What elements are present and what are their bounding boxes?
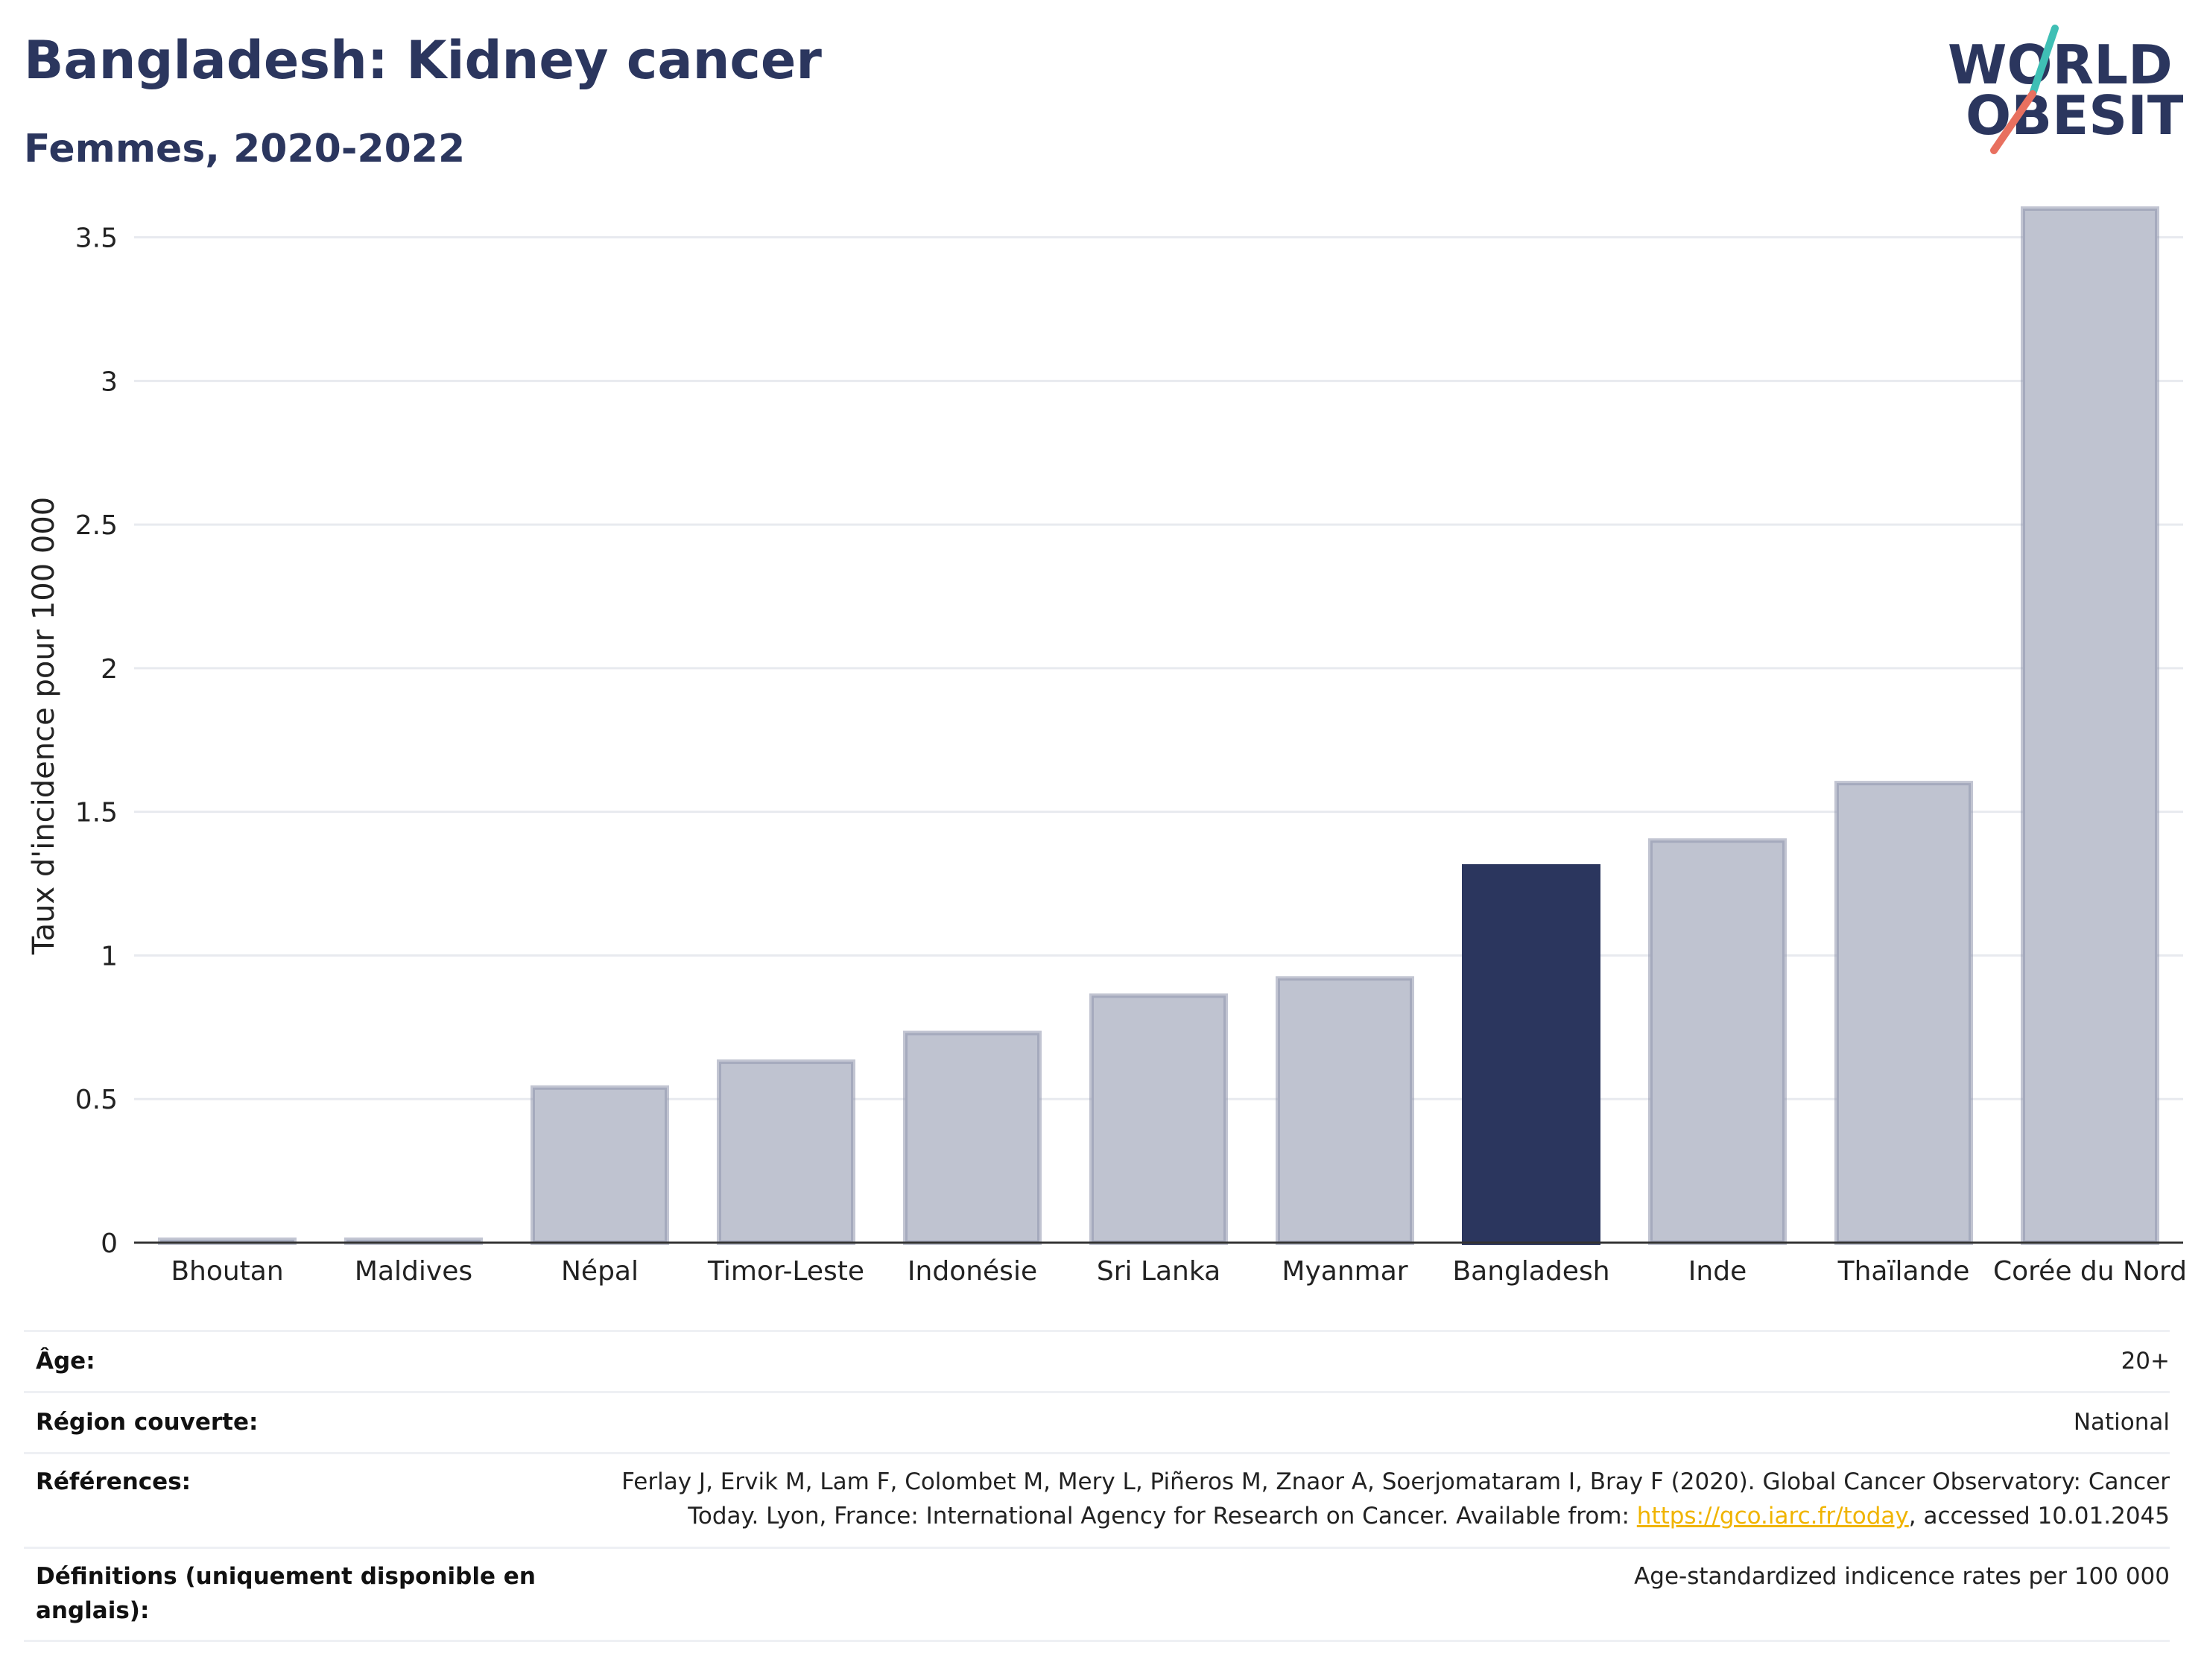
logo-slash-coral (1990, 90, 2036, 154)
bar-chart: 0 0.5 1 1.5 2 2.5 3 3.5 Bhoutan Maldives Népal Tim… (27, 206, 2187, 1287)
meta-value-age: 20+ (2121, 1348, 2170, 1375)
bar-tha-lande[interactable] (1834, 781, 1973, 1245)
bar-bangladesh[interactable] (1462, 863, 1600, 1246)
metadata-table: Âge: 20+ Région couverte: National Référ… (24, 1330, 2170, 1643)
x-tick-label: Sri Lanka (1097, 1256, 1220, 1287)
meta-label-definitions: Définitions (uniquement disponible en an… (36, 1563, 536, 1624)
y-tick-label: 2 (101, 654, 118, 685)
meta-label-references: Références: (36, 1468, 191, 1495)
reference-text-pre: Today. Lyon, France: International Agenc… (688, 1503, 1637, 1530)
meta-value-references: Ferlay J, Ervik M, Lam F, Colombet M, Me… (568, 1465, 2170, 1533)
y-tick-label: 2.5 (75, 510, 118, 541)
y-tick-label: 1 (101, 941, 118, 971)
meta-bottom-border (24, 1640, 2170, 1642)
x-tick-label: Timor-Leste (707, 1256, 864, 1287)
bar-indon-sie[interactable] (903, 1030, 1042, 1245)
meta-row-references: Références: Ferlay J, Ervik M, Lam F, Co… (24, 1452, 2170, 1547)
x-tick-label: Indonésie (908, 1256, 1037, 1287)
reference-line-2: Today. Lyon, France: International Agenc… (568, 1499, 2170, 1533)
x-tick-label: Maldives (355, 1256, 472, 1287)
y-tick-label: 3.5 (75, 224, 118, 254)
x-tick-label: Bhoutan (171, 1256, 283, 1287)
x-tick-label: Thaïlande (1837, 1256, 1970, 1287)
bar-myanmar[interactable] (1276, 976, 1414, 1246)
meta-value-region: National (2073, 1409, 2170, 1436)
logo-slash-teal (2029, 25, 2059, 98)
meta-label-age: Âge: (36, 1348, 95, 1375)
y-tick-label: 0 (101, 1229, 118, 1259)
bars (158, 206, 2159, 1246)
x-tick-label: Myanmar (1282, 1256, 1407, 1287)
bar-timor-leste[interactable] (717, 1059, 855, 1245)
reference-text-post: , accessed 10.01.2045 (1908, 1503, 2170, 1530)
x-tick-label: Corée du Nord (1993, 1256, 2187, 1287)
y-axis-label: Taux d'incidence pour 100 000 (27, 497, 61, 955)
x-tick-label: Népal (561, 1256, 639, 1287)
bar-sri-lanka[interactable] (1089, 993, 1228, 1246)
bar-n-pal[interactable] (531, 1085, 669, 1246)
meta-row-definitions: Définitions (uniquement disponible en an… (24, 1547, 2170, 1642)
meta-row-region: Région couverte: National (24, 1391, 2170, 1453)
y-tick-labels: 0 0.5 1 1.5 2 2.5 3 3.5 (75, 224, 118, 1259)
x-tick-label: Bangladesh (1452, 1256, 1609, 1287)
x-tick-label: Inde (1688, 1256, 1747, 1287)
y-tick-label: 1.5 (75, 798, 118, 828)
chart-subtitle: Femmes, 2020-2022 (24, 127, 466, 171)
bar-inde[interactable] (1648, 838, 1787, 1245)
logo-text-world: WORLD (1948, 34, 2173, 96)
x-tick-labels: Bhoutan Maldives Népal Timor-Leste Indonésie… (171, 1256, 2187, 1287)
meta-row-age: Âge: 20+ (24, 1330, 2170, 1392)
meta-label-region: Région couverte: (36, 1409, 259, 1436)
y-tick-label: 0.5 (75, 1085, 118, 1115)
y-tick-label: 3 (101, 367, 118, 397)
world-obesity-logo: WORLD OBESITY (1948, 25, 2183, 154)
meta-value-definitions: Age-standardized indicence rates per 100… (1634, 1563, 2170, 1590)
chart-title: Bangladesh: Kidney cancer (24, 30, 822, 91)
bar-cor-e-du-nord[interactable] (2021, 206, 2159, 1245)
reference-link[interactable]: https://gco.iarc.fr/today (1636, 1503, 1909, 1530)
reference-line-1: Ferlay J, Ervik M, Lam F, Colombet M, Me… (621, 1468, 2170, 1495)
